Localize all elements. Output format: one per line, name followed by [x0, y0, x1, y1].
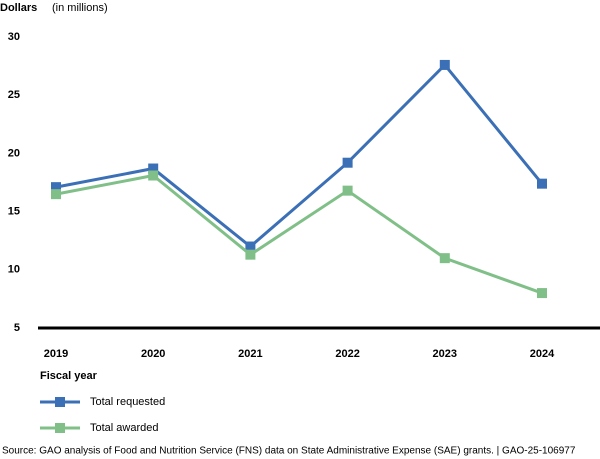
series-line	[55, 173, 543, 295]
point-marker	[148, 163, 159, 174]
point-marker	[51, 182, 61, 193]
legend-marker	[55, 397, 65, 407]
point-marker	[537, 178, 547, 189]
x-tick-label: 2019	[44, 348, 68, 360]
point-marker	[342, 185, 353, 196]
point-marker	[245, 249, 256, 260]
y-tick-label: 20	[8, 147, 20, 159]
x-tick-label: 2024	[530, 348, 555, 360]
x-label: Fiscal year	[40, 370, 98, 382]
series-line	[55, 62, 544, 249]
legend-label: Total awarded	[90, 422, 159, 434]
x-tick-label: 2020	[141, 348, 165, 360]
y-tick-label: 10	[8, 264, 20, 276]
y-unit: (in millions)	[52, 2, 108, 14]
point-marker	[245, 241, 256, 252]
x-tick-label: 2021	[238, 348, 262, 360]
y-tick-label: 5	[14, 322, 20, 334]
legend-marker	[55, 423, 65, 433]
point-marker	[342, 157, 353, 168]
y-tick-label: 25	[8, 89, 20, 101]
point-marker	[439, 59, 450, 70]
point-marker	[537, 288, 547, 299]
legend-label: Total requested	[90, 396, 165, 408]
x-tick-label: 2023	[433, 348, 457, 360]
source-note: Source: GAO analysis of Food and Nutriti…	[2, 446, 576, 457]
y-tick-label: 15	[8, 206, 20, 218]
point-marker	[51, 189, 61, 200]
point-marker	[439, 253, 450, 264]
x-tick-label: 2022	[335, 348, 359, 360]
point-marker	[148, 170, 159, 181]
y-tick-label: 30	[8, 31, 20, 43]
y-label: Dollars	[0, 2, 37, 14]
